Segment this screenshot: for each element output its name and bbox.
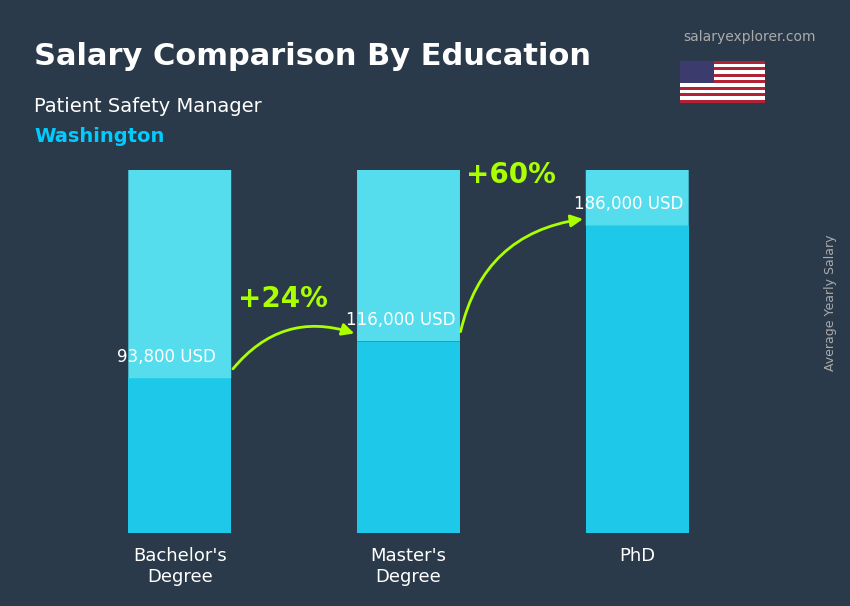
Polygon shape	[231, 0, 247, 533]
Bar	[680, 84, 765, 87]
Polygon shape	[128, 0, 247, 378]
Bar	[680, 96, 765, 100]
Text: +24%: +24%	[238, 285, 327, 313]
Polygon shape	[128, 378, 231, 533]
Text: 116,000 USD: 116,000 USD	[346, 311, 455, 329]
Polygon shape	[586, 226, 689, 533]
Bar	[680, 70, 765, 74]
Text: +60%: +60%	[467, 161, 557, 189]
Polygon shape	[357, 0, 476, 342]
Bar	[680, 67, 765, 70]
Polygon shape	[357, 342, 460, 533]
Text: 186,000 USD: 186,000 USD	[575, 195, 683, 213]
Bar	[680, 90, 765, 93]
Bar	[680, 77, 765, 80]
Text: 93,800 USD: 93,800 USD	[116, 347, 216, 365]
Bar	[680, 80, 765, 84]
Bar	[680, 64, 765, 67]
Bar	[680, 100, 765, 103]
Polygon shape	[586, 0, 705, 226]
Bar	[680, 93, 765, 96]
Text: Washington: Washington	[34, 127, 164, 146]
Bar	[680, 74, 765, 77]
Polygon shape	[460, 0, 476, 533]
Bar	[680, 61, 765, 64]
Text: Salary Comparison By Education: Salary Comparison By Education	[34, 42, 591, 72]
Text: Average Yearly Salary: Average Yearly Salary	[824, 235, 837, 371]
Bar	[680, 61, 714, 84]
Text: salaryexplorer.com: salaryexplorer.com	[683, 30, 816, 44]
Polygon shape	[688, 0, 705, 533]
Text: Patient Safety Manager: Patient Safety Manager	[34, 97, 262, 116]
Bar	[680, 87, 765, 90]
